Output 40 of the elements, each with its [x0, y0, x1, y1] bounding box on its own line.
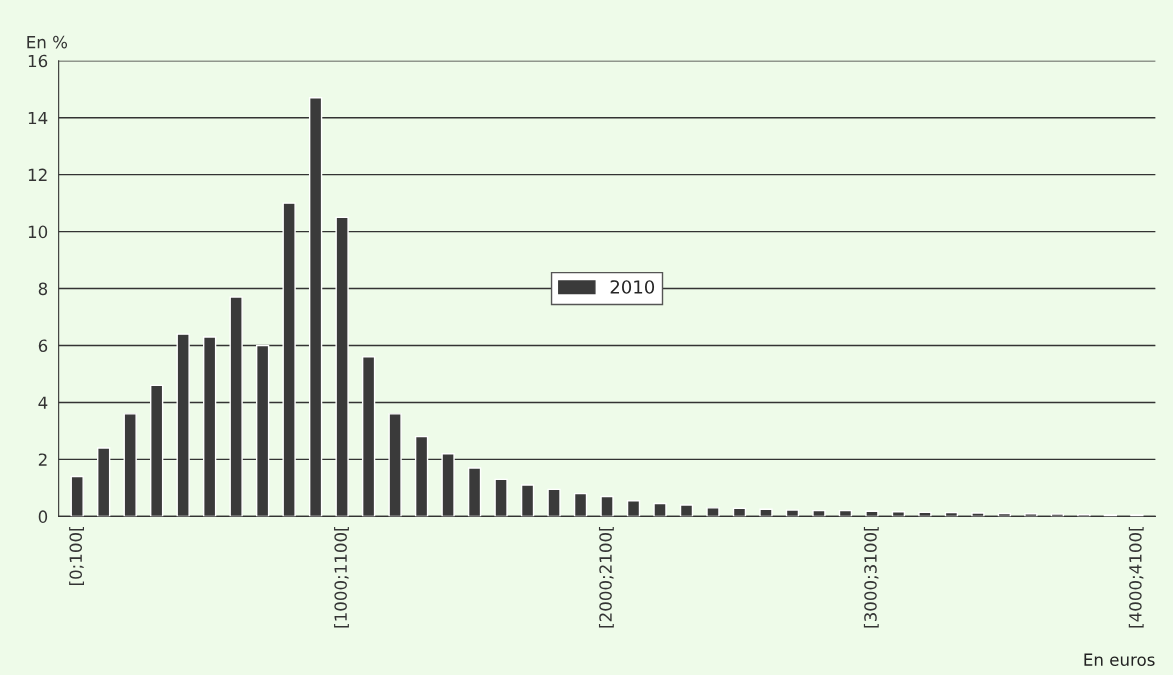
bar — [732, 507, 747, 517]
x-tick-label: [3000;3100[ — [863, 527, 879, 628]
bar — [653, 502, 667, 517]
bar — [706, 507, 720, 517]
bar — [573, 492, 588, 517]
x-tick-label: [1000;1100[ — [334, 527, 349, 628]
y-tick-label: 12 — [28, 168, 47, 181]
bar — [70, 475, 84, 517]
bar — [520, 484, 535, 517]
bar — [494, 478, 508, 517]
bar — [547, 488, 561, 517]
bar — [1024, 513, 1038, 517]
bar — [785, 509, 800, 517]
bar — [759, 508, 773, 517]
bar — [812, 509, 826, 517]
bar — [918, 511, 932, 517]
bar — [467, 467, 482, 517]
x-tick-label: [2000;2100[ — [598, 527, 614, 628]
bar — [971, 512, 985, 517]
legend-label: 2010 — [610, 280, 655, 294]
x-tick-label: [0;100[ — [69, 527, 84, 586]
bar — [944, 511, 959, 517]
bar — [600, 495, 614, 517]
bar — [838, 509, 853, 517]
bar — [1050, 513, 1065, 517]
y-tick-label: 8 — [38, 282, 48, 296]
x-tick-label: [4000;4100[ — [1128, 527, 1144, 628]
y-axis-title: En % — [27, 35, 68, 49]
y-tick-label: 4 — [38, 396, 48, 409]
bar — [679, 504, 694, 517]
y-tick-label: 2 — [38, 453, 47, 466]
y-tick-label: 16 — [28, 54, 48, 68]
x-axis-title: En euros — [1084, 653, 1155, 666]
bar — [626, 500, 641, 517]
bar — [865, 510, 879, 517]
bar — [891, 511, 906, 517]
y-tick-label: 14 — [28, 111, 48, 125]
y-tick-label: 6 — [38, 339, 48, 353]
y-tick-label: 0 — [38, 510, 48, 523]
y-tick-label: 10 — [28, 225, 48, 239]
